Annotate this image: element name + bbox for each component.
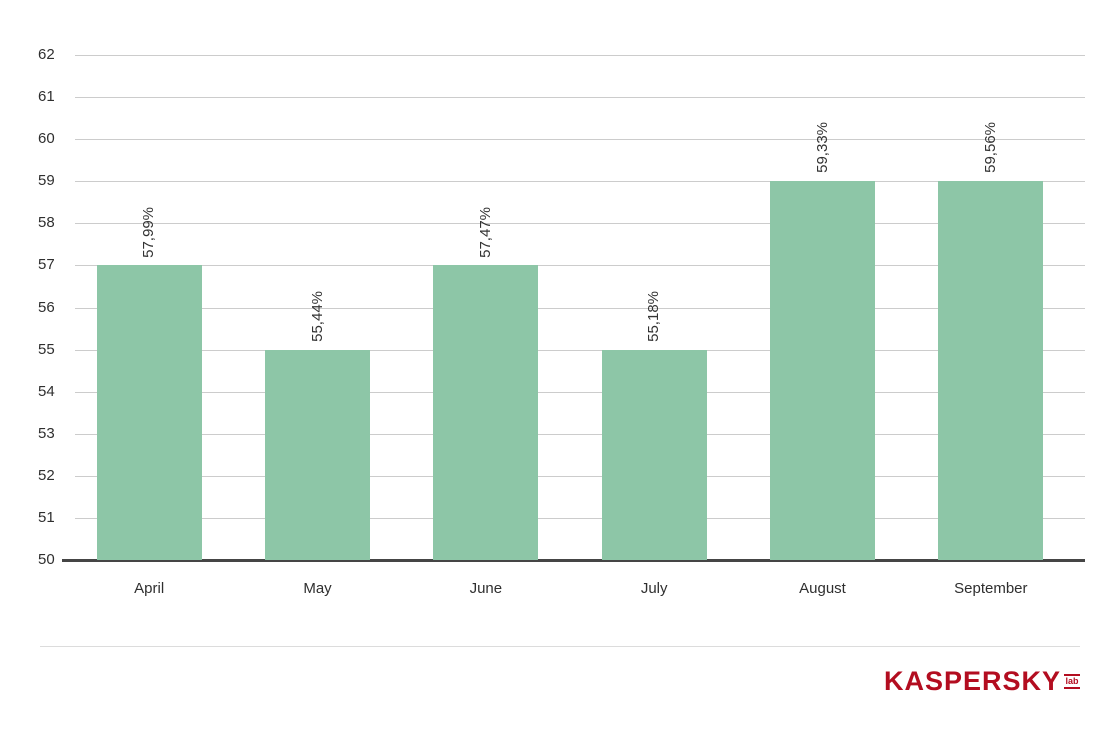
gridline [75,475,1085,477]
x-axis-label: May [303,580,332,597]
footer-divider [40,646,1080,647]
gridline [75,223,1085,225]
bar-value-label: 59,33% [813,122,831,174]
kaspersky-lab-text: lab [1065,675,1079,686]
lab-mark-bottom-line [1064,686,1080,689]
y-axis-label: 61 [38,88,55,106]
y-axis-label: 58 [38,214,55,232]
x-axis-baseline [62,559,1085,562]
bar-value-label: 59,56% [981,122,999,174]
y-axis-label: 52 [38,466,55,484]
gridline [75,517,1085,519]
gridline [75,307,1085,309]
y-axis-label: 62 [38,46,55,63]
y-axis-label: 54 [38,382,55,400]
gridline [75,433,1085,435]
gridline [75,139,1085,141]
x-axis-label: July [640,580,668,597]
gridline [75,349,1085,351]
kaspersky-logo-text: KASPERSKY [883,666,1061,696]
kaspersky-logo: KASPERSKY lab [884,666,1080,696]
bar-value-label: 55,18% [645,290,663,342]
lab-mark-top-line [1064,673,1080,676]
gridline [75,391,1085,393]
bar [265,349,370,560]
x-axis-label: August [799,580,846,597]
bar [96,265,202,560]
bar [433,265,539,560]
y-axis-label: 51 [38,508,55,526]
y-axis-label: 56 [38,298,55,316]
bar [601,349,707,560]
bar [938,181,1044,560]
y-axis-label: 57 [38,256,55,274]
y-axis-label: 59 [38,172,55,190]
gridline [75,55,1085,56]
y-axis-label: 50 [38,551,55,568]
y-axis-label: 60 [38,130,55,148]
gridline [75,97,1085,99]
y-axis-label: 53 [38,424,55,442]
x-axis-label: April [134,580,165,597]
bar-value-label: 57,99% [140,206,158,258]
bar-value-label: 55,44% [308,290,326,342]
bar-value-label: 57,47% [476,206,494,258]
x-axis-label: June [469,580,503,597]
bar [770,181,875,560]
gridline [75,265,1085,267]
kaspersky-lab-mark: lab [1064,673,1080,690]
gridline [75,181,1085,183]
y-axis-label: 55 [38,340,55,358]
x-axis-label: September [954,580,1028,597]
